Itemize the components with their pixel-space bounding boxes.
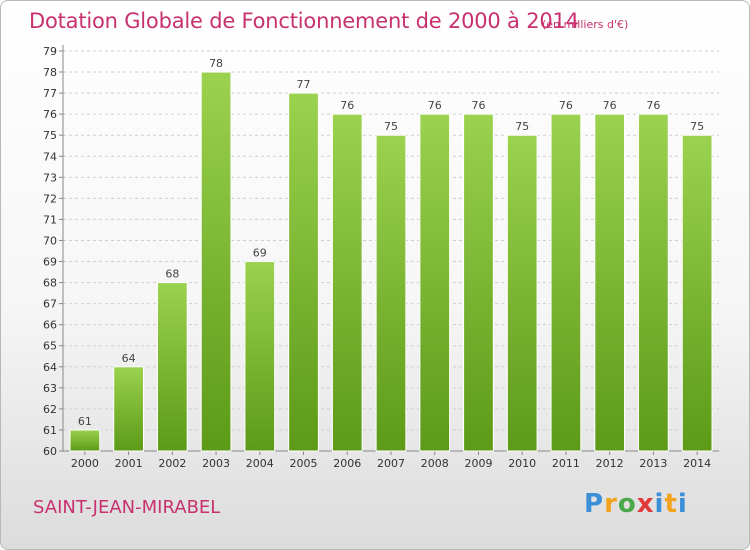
bar [594, 113, 626, 452]
y-tick-label: 72 [43, 192, 57, 205]
y-tick-label: 64 [43, 361, 57, 374]
y-tick-label: 65 [43, 340, 57, 353]
x-tick-label: 2010 [508, 457, 536, 470]
value-label: 61 [78, 415, 92, 428]
bar [113, 366, 144, 452]
x-tick-label: 2004 [246, 457, 274, 470]
value-label: 77 [297, 78, 311, 91]
bar [200, 71, 232, 452]
y-tick-label: 70 [43, 234, 57, 247]
bar [638, 113, 669, 452]
y-tick-label: 77 [43, 87, 57, 100]
value-label: 76 [471, 99, 485, 112]
y-tick-label: 76 [43, 108, 57, 121]
x-tick-label: 2000 [71, 457, 99, 470]
value-label: 76 [646, 99, 660, 112]
bar [288, 92, 319, 452]
bar [463, 113, 494, 452]
y-tick-label: 63 [43, 382, 57, 395]
y-tick-label: 62 [43, 403, 57, 416]
y-tick-label: 61 [43, 424, 57, 437]
x-tick-label: 2005 [290, 457, 318, 470]
bar [506, 134, 538, 452]
bar [69, 429, 101, 452]
bar [681, 134, 713, 452]
bar [419, 113, 451, 452]
y-tick-label: 74 [43, 150, 57, 163]
value-label: 64 [122, 352, 136, 365]
x-tick-label: 2001 [115, 457, 143, 470]
proxiti-logo: Proxiti [584, 489, 688, 519]
y-tick-label: 73 [43, 171, 57, 184]
y-tick-label: 66 [43, 319, 57, 332]
value-label: 75 [384, 120, 398, 133]
value-label: 76 [428, 99, 442, 112]
labels: 60 61 62 63 64 65 66 67 68 69 70 71 72 73 74 75 76 77 78 79… [43, 45, 711, 470]
y-tick-label: 67 [43, 298, 57, 311]
value-label: 69 [253, 247, 267, 260]
x-tick-label: 2006 [333, 457, 361, 470]
x-tick-label: 2008 [421, 457, 449, 470]
y-tick-label: 71 [43, 213, 57, 226]
chart-subtitle: (en milliers d'€) [542, 18, 629, 31]
y-tick-label: 79 [43, 45, 57, 58]
x-tick-label: 2007 [377, 457, 405, 470]
x-tick-label: 2012 [596, 457, 624, 470]
y-tick-label: 75 [43, 129, 57, 142]
bar [244, 261, 276, 452]
bar [550, 113, 582, 452]
y-tick-label: 68 [43, 277, 57, 290]
bar [156, 282, 188, 452]
value-label: 68 [165, 268, 179, 281]
x-tick-label: 2009 [464, 457, 492, 470]
bar [375, 134, 407, 452]
y-tick-label: 69 [43, 256, 57, 269]
chart-title: Dotation Globale de Fonctionnement de 20… [29, 9, 579, 33]
value-label: 75 [515, 120, 529, 133]
commune-name: SAINT-JEAN-MIRABEL [33, 497, 221, 518]
x-tick-label: 2011 [552, 457, 580, 470]
value-label: 75 [690, 120, 704, 133]
value-label: 76 [559, 99, 573, 112]
y-tick-label: 60 [43, 445, 57, 458]
y-tick-label: 78 [43, 66, 57, 79]
bar [331, 113, 363, 452]
x-tick-label: 2003 [202, 457, 230, 470]
value-label: 76 [603, 99, 617, 112]
x-tick-label: 2013 [639, 457, 667, 470]
x-tick-label: 2014 [683, 457, 711, 470]
value-label: 78 [209, 57, 223, 70]
value-label: 76 [340, 99, 354, 112]
bars [69, 71, 713, 452]
x-tick-label: 2002 [158, 457, 186, 470]
